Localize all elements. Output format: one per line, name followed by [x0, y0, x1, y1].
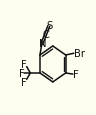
Text: F: F [22, 59, 27, 69]
Text: F: F [19, 68, 24, 78]
Text: F: F [73, 69, 79, 79]
Text: C: C [43, 29, 49, 39]
Text: Br: Br [74, 49, 85, 59]
Text: N: N [39, 38, 46, 48]
Text: S: S [46, 20, 53, 30]
Text: F: F [22, 78, 27, 88]
